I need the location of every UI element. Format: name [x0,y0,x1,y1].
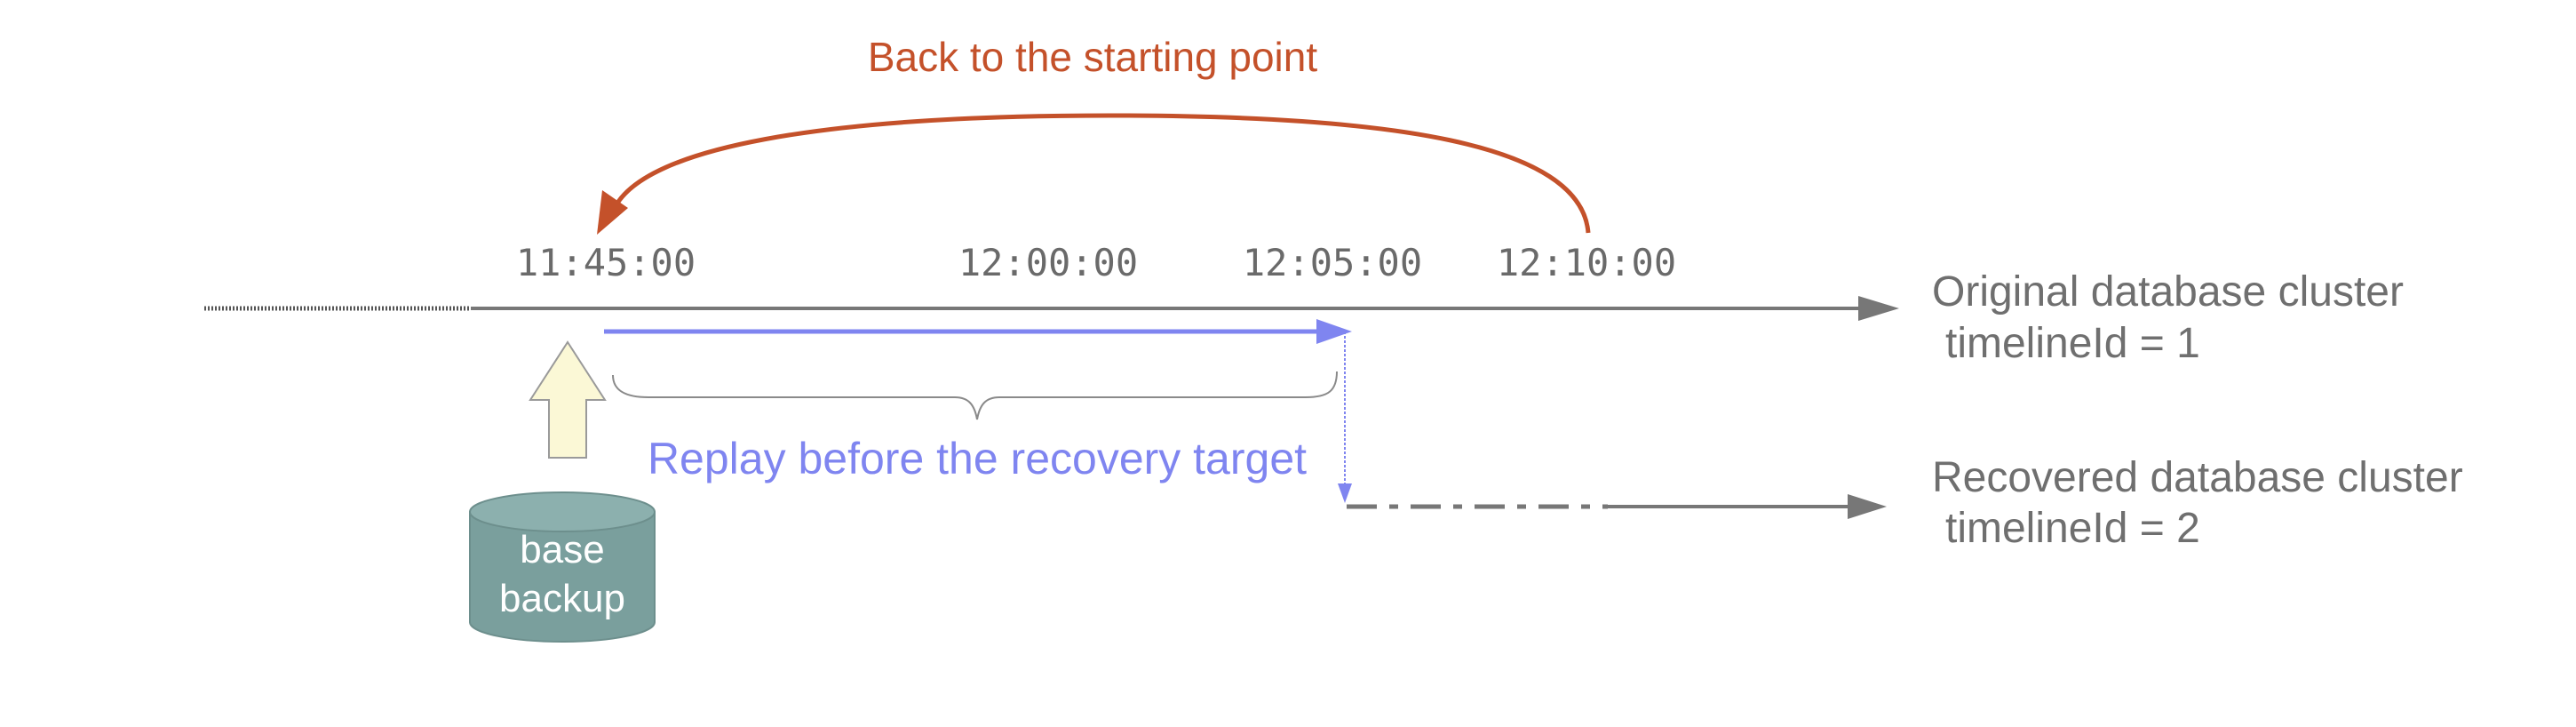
timeline-2-label: Recovered database cluster [1932,454,2463,501]
back-to-start-title: Back to the starting point [868,34,1318,80]
timeline-2-id: timelineId = 2 [1945,505,2200,552]
base-backup-label-line1: base [520,528,604,571]
replay-arrowhead [1316,319,1352,344]
branch-connector-head [1338,483,1352,503]
time-label-1210: 12:10:00 [1497,241,1676,284]
timeline-1-arrowhead [1858,296,1899,321]
restore-up-arrow [529,340,607,459]
back-arrow-head [597,190,628,235]
base-backup-label-line2: backup [499,577,625,620]
replay-brace [612,371,1338,420]
time-label-1200: 12:00:00 [958,241,1138,284]
timeline-2-arrowhead [1848,494,1887,519]
replay-label: Replay before the recovery target [648,434,1307,483]
timeline-1-id: timelineId = 1 [1945,320,2200,367]
timeline-1-label: Original database cluster [1932,268,2404,316]
base-backup-cylinder [469,491,656,643]
time-label-1145: 11:45:00 [516,241,696,284]
time-label-1205: 12:05:00 [1243,241,1422,284]
back-arrow-curve [610,113,1591,234]
